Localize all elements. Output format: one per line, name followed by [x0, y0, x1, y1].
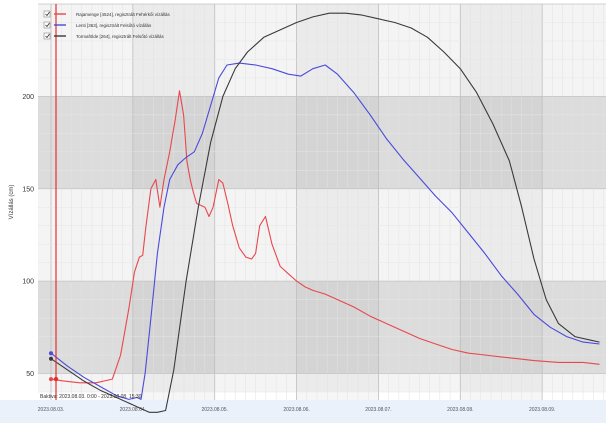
series-line-1 [50, 62, 600, 400]
y-tick-label: 100 [22, 279, 34, 286]
legend-checkbox-1 [43, 21, 51, 29]
x-tick-label: 2023.08.04. [120, 407, 146, 413]
series-line-2 [50, 12, 600, 413]
legend-label-0: Rajamenge [4524], regisztrált Fehérkői v… [76, 12, 171, 17]
y-tick-label: 200 [22, 94, 34, 101]
legend-label-1: Lenti [363], regisztrált Felsőtó vízállá… [76, 23, 152, 28]
legend-check-icon-1 [45, 22, 50, 28]
cursor-marker [53, 376, 59, 382]
legend-check-icon-0 [45, 11, 50, 17]
x-tick-label: 2023.08.09. [529, 407, 555, 413]
series-start-point-0 [49, 377, 53, 382]
legend-checkbox-0 [43, 10, 51, 18]
x-tick-label: 2023.08.07. [365, 407, 391, 413]
legend-check-icon-2 [45, 33, 50, 39]
x-tick-label: 2023.08.06. [283, 407, 309, 413]
x-tick-label: 2023.08.08. [447, 407, 473, 413]
series-start-point-2 [49, 356, 53, 361]
y-tick-label: 50 [26, 371, 34, 378]
x-tick-label: 2023.08.05. [202, 407, 228, 413]
time-cursor[interactable] [53, 4, 59, 400]
x-axis-strip [0, 400, 606, 423]
legend: Rajamenge [4524], regisztrált Fehérkői v… [43, 10, 171, 40]
y-tick-label: 150 [22, 186, 34, 193]
band-4 [38, 373, 606, 392]
y-axis-title: Vízállás (cm) [9, 185, 15, 220]
series-line-0 [50, 90, 600, 384]
series-lines [49, 12, 600, 413]
series-start-point-1 [49, 351, 53, 356]
x-axis-ticks: 2023.08.03. 2023.08.04. 2023.08.05. 2023.08… [38, 407, 556, 413]
x-tick-label: 2023.08.03. [38, 407, 64, 413]
y-axis-ticks: 50 100 150 200 [22, 94, 34, 378]
legend-label-2: Tormafölde [264], regisztrált Felsőtó ví… [76, 34, 165, 39]
footer-text: Baktiva: 2023.08.03. 0:00 - 2023.08.08. … [40, 394, 142, 400]
legend-checkbox-2 [43, 32, 51, 40]
